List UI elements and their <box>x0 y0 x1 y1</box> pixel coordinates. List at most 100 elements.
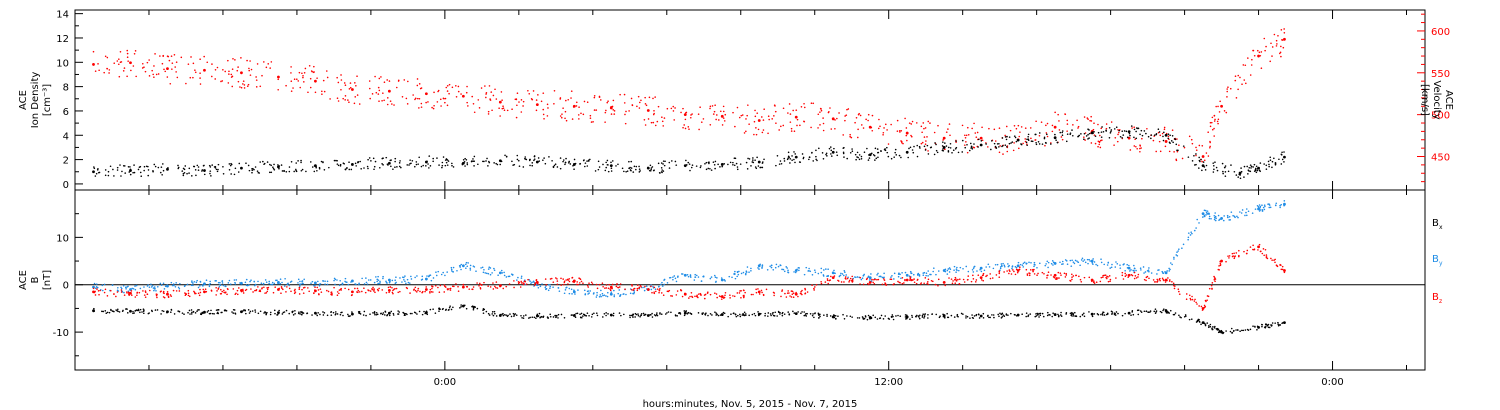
By-point <box>1090 259 1094 263</box>
Bz-sample <box>267 286 270 289</box>
Bx-sample <box>334 311 337 313</box>
Bz-sample <box>1238 249 1240 252</box>
series-sample <box>1191 160 1194 162</box>
Bx-sample <box>872 314 875 317</box>
series-sample <box>933 153 936 156</box>
Bx-sample <box>411 312 413 315</box>
Bz-sample <box>958 278 961 280</box>
By-sample <box>334 283 336 286</box>
Bz-sample <box>272 291 275 294</box>
By-sample <box>714 281 717 283</box>
Bx-sample <box>742 312 744 315</box>
Bx-sample <box>651 316 654 318</box>
series-sample <box>320 160 323 163</box>
series-sample <box>1027 133 1030 136</box>
Bz-sample <box>103 291 106 294</box>
series-sample <box>106 67 108 70</box>
Bz-sample <box>1203 304 1206 307</box>
series-sample <box>224 70 227 73</box>
series-point <box>240 71 243 75</box>
Bz-sample <box>317 293 320 295</box>
Bx-sample <box>800 312 802 315</box>
series-sample <box>418 97 421 100</box>
Bx-sample <box>232 312 235 314</box>
series-sample <box>580 112 582 115</box>
series-sample <box>1212 162 1215 164</box>
By-point <box>720 278 724 282</box>
Bx-sample <box>596 314 599 317</box>
By-sample <box>1279 204 1281 207</box>
series-sample <box>684 118 687 121</box>
Bz-sample <box>240 290 243 293</box>
Bz-sample <box>913 278 915 280</box>
series-sample <box>161 62 164 65</box>
Bx-sample <box>278 309 280 312</box>
Bz-sample <box>1246 249 1249 252</box>
series-sample <box>263 163 265 166</box>
Bx-sample <box>972 317 975 319</box>
By-sample <box>377 275 379 278</box>
Bz-sample <box>982 272 985 275</box>
Bz-sample <box>520 280 523 283</box>
series-sample <box>689 116 692 119</box>
Bz-sample <box>369 290 372 292</box>
By-sample <box>568 287 571 290</box>
series-sample <box>246 85 249 88</box>
By-sample <box>1148 270 1150 273</box>
By-sample <box>297 278 300 281</box>
Bx-sample <box>1021 313 1023 315</box>
series-sample <box>702 118 705 120</box>
By-sample <box>1083 259 1086 261</box>
series-sample <box>783 157 786 160</box>
By-sample <box>709 277 712 280</box>
series-sample <box>126 52 129 55</box>
series-sample <box>262 160 264 163</box>
Bz-sample <box>314 286 316 288</box>
Bz-sample <box>586 284 589 287</box>
series-sample <box>1167 133 1170 136</box>
series-sample <box>256 63 259 65</box>
series-sample <box>141 67 144 69</box>
Bz-sample <box>391 291 394 294</box>
series-sample <box>488 160 490 163</box>
Bx-sample <box>818 317 820 319</box>
Bz-sample <box>691 295 693 298</box>
series-sample <box>316 169 318 172</box>
Bx-sample <box>826 315 828 317</box>
Bx-sample <box>1083 312 1085 315</box>
Bx-sample <box>884 315 887 317</box>
Bz-sample <box>1032 270 1034 273</box>
Bz-sample <box>662 294 665 297</box>
series-sample <box>1259 54 1262 57</box>
By-sample <box>219 284 221 286</box>
series-sample <box>295 168 297 171</box>
series-sample <box>443 97 445 100</box>
series-sample <box>182 172 185 175</box>
Bz-sample <box>927 283 929 286</box>
Bx-sample <box>441 308 444 311</box>
By-sample <box>734 270 736 273</box>
series-sample <box>227 82 230 84</box>
series-point <box>757 119 761 122</box>
Bz-sample <box>169 294 172 296</box>
Bz-sample <box>237 287 240 289</box>
series-sample <box>827 111 830 114</box>
series-sample <box>1155 133 1158 136</box>
series-sample <box>630 167 633 169</box>
series-sample <box>920 125 923 128</box>
Bz-sample <box>344 287 346 290</box>
series-sample <box>192 76 194 79</box>
series-point <box>831 150 835 154</box>
series-sample <box>418 107 420 109</box>
Bz-point <box>794 292 798 296</box>
Bz-sample <box>784 292 786 295</box>
Bz-sample <box>1219 262 1222 265</box>
series-sample <box>436 157 438 159</box>
series-sample <box>342 162 345 164</box>
By-sample <box>1133 267 1136 270</box>
series-sample <box>413 165 416 168</box>
Bz-sample <box>331 294 333 296</box>
Bz-sample <box>874 278 876 281</box>
series-sample <box>309 86 312 89</box>
Bz-sample <box>667 290 670 293</box>
